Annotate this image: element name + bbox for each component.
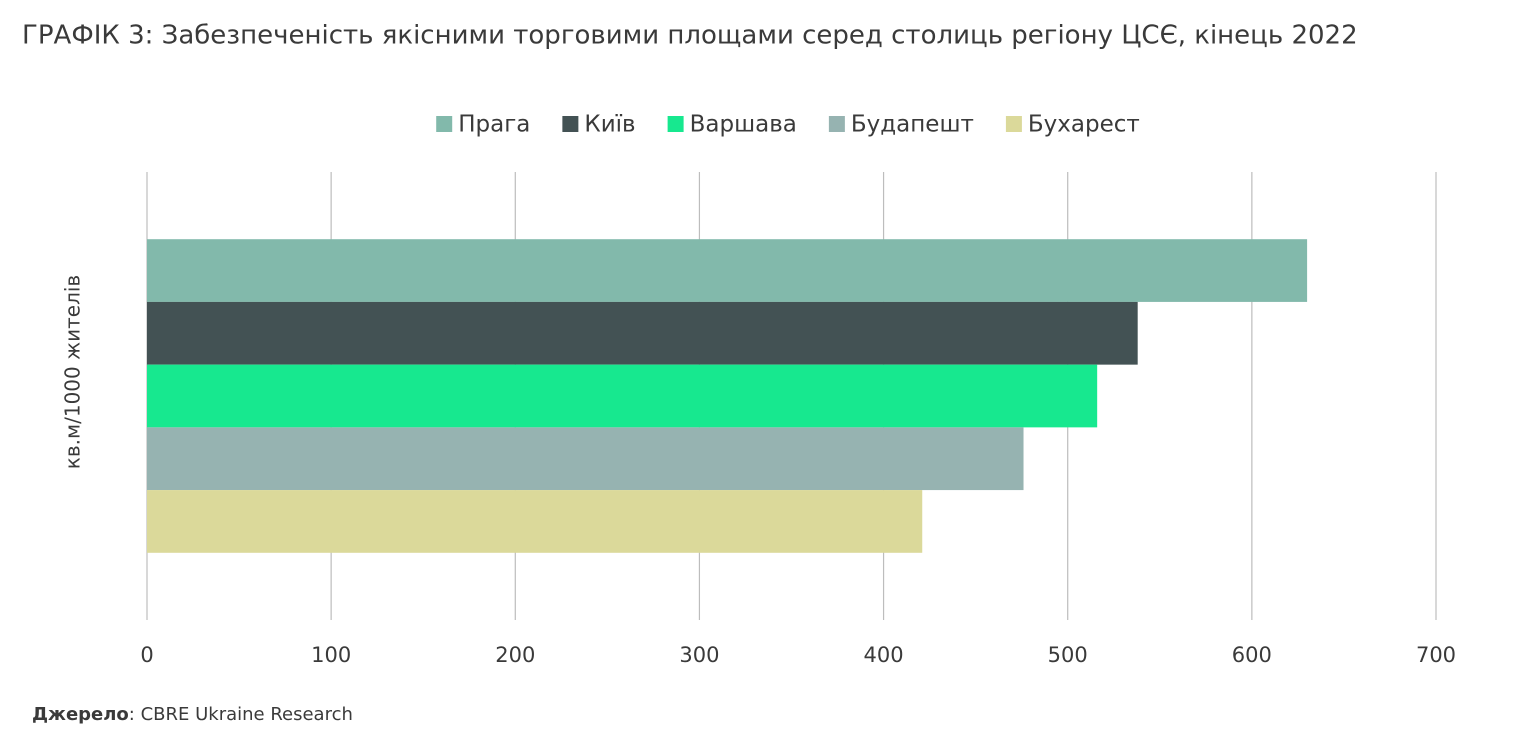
bar — [147, 239, 1308, 302]
bar — [147, 364, 1098, 428]
source-label: Джерело — [32, 704, 129, 725]
x-tick-label: 500 — [1048, 643, 1088, 667]
legend: Прага Київ Варшава Будапешт Бухарест — [436, 112, 1140, 138]
bar — [147, 427, 1024, 491]
legend-label: Варшава — [690, 112, 797, 138]
bar — [147, 490, 923, 553]
legend-label: Будапешт — [851, 112, 974, 138]
legend-swatch — [667, 116, 684, 132]
legend-swatch — [828, 116, 845, 132]
legend-label: Київ — [584, 112, 635, 138]
x-tick-label: 400 — [864, 643, 904, 667]
legend-swatch — [1005, 116, 1022, 132]
source: Джерело: CBRE Ukraine Research — [32, 704, 353, 725]
x-tick-label: 300 — [679, 643, 719, 667]
legend-swatch — [436, 116, 453, 132]
legend-label: Прага — [458, 112, 530, 138]
x-tick-label: 100 — [311, 643, 351, 667]
x-tick-label: 700 — [1416, 643, 1456, 667]
legend-swatch — [562, 116, 579, 132]
legend-label: Бухарест — [1028, 112, 1140, 138]
chart-title: ГРАФІК 3: Забезпеченість якісними торгов… — [22, 21, 1358, 51]
x-tick-label: 600 — [1232, 643, 1272, 667]
source-text: : CBRE Ukraine Research — [129, 704, 353, 725]
bar — [147, 301, 1138, 365]
y-axis-label: кв.м/1000 жителів — [61, 275, 85, 469]
x-tick-label: 200 — [495, 643, 535, 667]
x-tick-label: 0 — [140, 643, 153, 667]
